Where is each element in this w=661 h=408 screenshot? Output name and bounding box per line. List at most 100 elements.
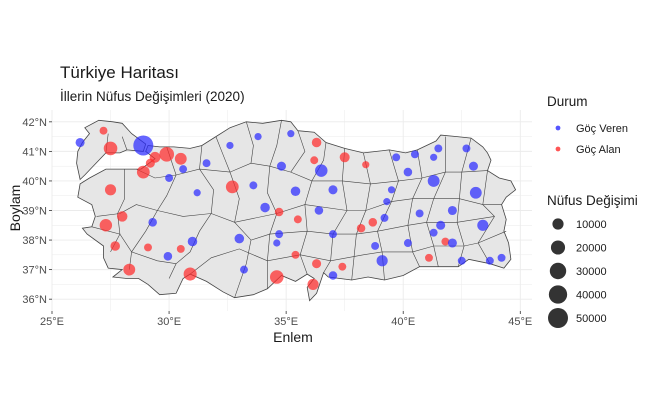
size-legend-key <box>552 218 564 230</box>
province-point <box>329 230 337 239</box>
size-legend-label: 50000 <box>576 313 607 325</box>
y-tick-label: 42°N <box>22 117 47 129</box>
legend-label-gocveren: Göç Veren <box>576 123 628 135</box>
province-point <box>485 256 494 265</box>
province-point <box>338 262 347 271</box>
province-point <box>328 185 338 195</box>
province-point <box>376 255 388 267</box>
y-tick-label: 40°N <box>22 176 47 188</box>
legend-key-gocveren <box>555 125 561 131</box>
province-point <box>410 150 419 159</box>
province-point <box>276 161 286 171</box>
province-point <box>226 141 234 150</box>
province-point <box>249 181 258 190</box>
x-axis-ticks: 25°E 30°E 35°E 40°E 45°E <box>40 311 532 328</box>
province-border <box>96 204 158 217</box>
province-point <box>307 278 319 290</box>
province-point <box>163 252 173 261</box>
province-point <box>75 137 85 148</box>
legend-label-gocalan: Göç Alan <box>576 144 621 156</box>
province-point <box>260 202 270 213</box>
province-border <box>121 136 128 150</box>
province-border <box>215 136 252 298</box>
province-point <box>310 156 319 165</box>
province-point <box>362 161 370 169</box>
chart-subtitle: İllerin Nüfus Değişimleri (2020) <box>60 89 245 104</box>
province-point <box>240 265 248 274</box>
size-legend: Nüfus Değişimi 10000 20000 30000 40000 50000 <box>547 193 638 328</box>
province-point <box>436 220 446 230</box>
y-axis-ticks: 36°N 37°N 38°N 39°N 40°N 41°N 42°N <box>22 117 52 306</box>
size-legend-label: 40000 <box>576 290 607 302</box>
province-border <box>267 120 282 289</box>
province-point <box>165 174 174 182</box>
province-point <box>275 230 284 239</box>
province-point <box>403 239 412 247</box>
x-tick-label: 35°E <box>274 316 298 328</box>
province-point <box>123 263 136 276</box>
province-point <box>415 209 424 218</box>
legend-key-gocalan <box>555 146 561 152</box>
province-point <box>99 126 108 135</box>
province-point <box>312 259 322 269</box>
y-axis-title: Boylam <box>7 185 23 232</box>
province-point <box>103 141 118 156</box>
province-point <box>274 207 284 217</box>
chart-title: Türkiye Haritası <box>60 63 179 82</box>
province-point <box>117 211 128 222</box>
province-point <box>179 165 188 174</box>
province-point <box>427 175 440 187</box>
province-point <box>104 184 117 196</box>
province-point <box>387 186 396 194</box>
province-point <box>434 144 443 153</box>
province-point <box>314 206 324 215</box>
province-border <box>290 130 306 173</box>
size-legend-label: 30000 <box>576 266 607 278</box>
province-point <box>462 144 471 153</box>
province-border <box>176 162 488 185</box>
x-axis-title: Enlem <box>273 329 313 345</box>
province-border <box>157 198 502 223</box>
province-point <box>202 159 211 168</box>
province-point <box>328 271 338 280</box>
province-point <box>441 237 450 246</box>
x-tick-label: 25°E <box>40 316 64 328</box>
size-legend-label: 20000 <box>576 243 607 255</box>
province-point <box>145 158 155 168</box>
province-point <box>430 153 438 161</box>
y-tick-label: 37°N <box>22 265 47 277</box>
province-point <box>234 233 245 244</box>
province-point <box>159 147 175 162</box>
province-point <box>403 167 413 177</box>
province-point <box>383 198 391 206</box>
size-legend-label: 10000 <box>576 219 607 231</box>
province-border <box>407 149 423 267</box>
province-point <box>468 161 478 171</box>
province-point <box>183 267 197 281</box>
province-point <box>477 219 489 231</box>
province-point <box>144 243 152 252</box>
province-point <box>368 218 378 227</box>
province-point <box>469 186 482 199</box>
size-legend-title: Nüfus Değişimi <box>547 193 638 208</box>
x-tick-label: 30°E <box>157 316 181 328</box>
province-point <box>315 164 328 177</box>
province-point <box>291 250 300 259</box>
province-point <box>425 253 433 262</box>
province-point <box>356 223 366 233</box>
province-points <box>75 126 506 290</box>
size-legend-key <box>550 240 566 255</box>
province-point <box>148 218 157 227</box>
province-point <box>225 180 239 194</box>
province-point <box>380 213 389 222</box>
province-point <box>110 241 120 251</box>
province-border <box>426 136 446 267</box>
y-tick-label: 38°N <box>22 235 47 247</box>
province-border <box>246 121 254 164</box>
province-point <box>339 152 350 163</box>
turkey-land <box>76 119 517 302</box>
province-point <box>290 186 301 197</box>
province-border <box>456 138 472 267</box>
x-tick-label: 45°E <box>508 316 532 328</box>
